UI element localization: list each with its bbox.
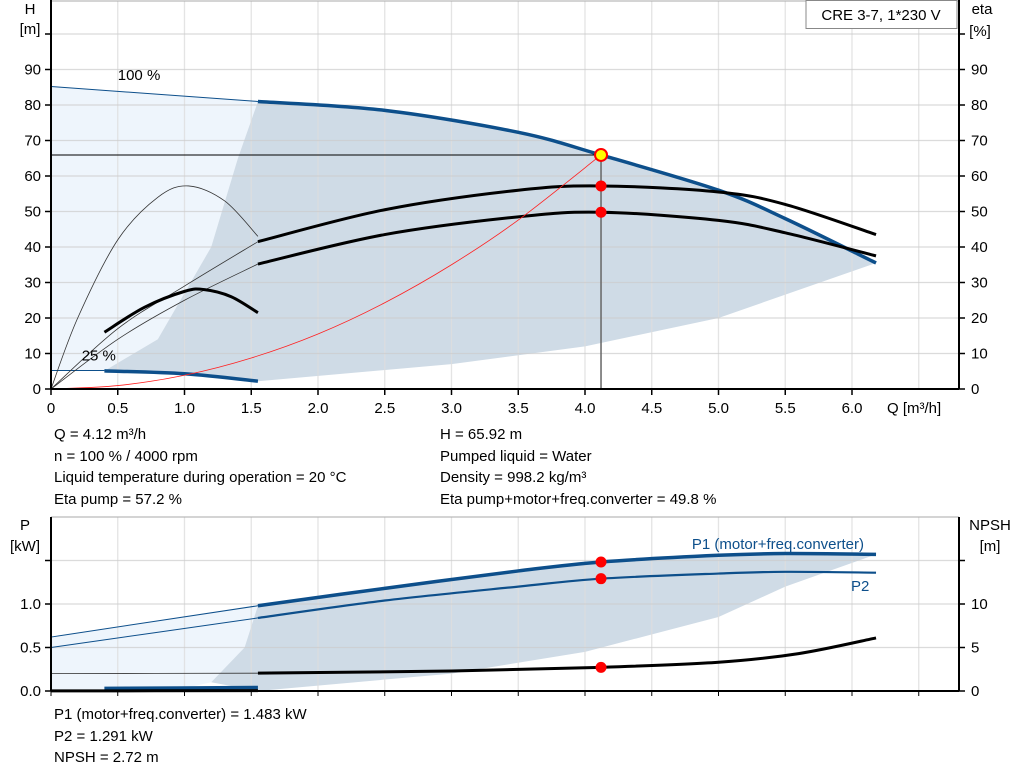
- operating-area: [104, 101, 877, 382]
- x-tick-label: 3.5: [508, 400, 529, 417]
- info-upper-right: H = 65.92 m Pumped liquid = Water Densit…: [440, 424, 716, 510]
- x-tick-label: 2.5: [374, 400, 395, 417]
- x-axis-label: Q [m³/h]: [887, 400, 941, 417]
- curve-eta-total-ext: [50, 263, 259, 390]
- y-tick-label-left: 0: [33, 381, 41, 398]
- operating-area-light: [51, 605, 258, 691]
- y-tick-label-right: 70: [971, 133, 988, 150]
- eta-marker: [595, 206, 607, 218]
- curve-eta-pump-25-ext: [50, 185, 259, 390]
- y-tick-label-left: 20: [24, 310, 41, 327]
- y-tick-label-left: 30: [24, 275, 41, 292]
- x-tick-label: 5.0: [708, 400, 729, 417]
- npsh-tick-label: 5: [971, 640, 979, 657]
- power-marker: [595, 556, 607, 568]
- x-tick-label: 4.5: [641, 400, 662, 417]
- info-liquid: Pumped liquid = Water: [440, 447, 592, 465]
- curve-p2-ext: [50, 617, 258, 648]
- y-tick-label-right: 50: [971, 204, 988, 221]
- p-tick-label: 1.0: [20, 596, 41, 613]
- x-tick-label: 1.0: [174, 400, 195, 417]
- x-tick-label: 0: [47, 400, 55, 417]
- x-tick-label: 3.0: [441, 400, 462, 417]
- info-npsh: NPSH = 2.72 m: [54, 749, 159, 766]
- y-axis-label-right: eta: [972, 1, 994, 18]
- curve-eta-pump-25: [103, 287, 259, 334]
- curve-qh-100-ext: [50, 86, 258, 102]
- curve-qh-25: [104, 369, 259, 383]
- power-marker: [595, 573, 607, 585]
- y-tick-label-right: 10: [971, 346, 988, 363]
- y-tick-label-right: 40: [971, 239, 988, 256]
- p-tick-label: 0.5: [20, 640, 41, 657]
- y-tick-label-left: 40: [24, 239, 41, 256]
- y-tick-label-right: 30: [971, 275, 988, 292]
- npsh-tick-label: 0: [971, 683, 979, 700]
- power-marker: [595, 661, 607, 673]
- curve-p1-ext: [50, 605, 258, 638]
- speed-label: 25 %: [82, 348, 116, 365]
- operating-area-light: [51, 86, 258, 371]
- y-tick-label-right: 80: [971, 97, 988, 114]
- y-axis-label-left: H: [25, 1, 36, 18]
- curve-eta-total: [257, 210, 877, 266]
- curve-p2: [257, 570, 877, 620]
- info-temperature: Liquid temperature during operation = 20…: [54, 469, 347, 486]
- curve-eta-pump: [257, 184, 877, 244]
- x-tick-label: 4.0: [575, 400, 596, 417]
- info-eta-total: Eta pump+motor+freq.converter = 49.8 %: [440, 490, 717, 508]
- info-p1: P1 (motor+freq.converter) = 1.483 kW: [54, 706, 307, 723]
- npsh-axis-unit: [m]: [980, 538, 1001, 555]
- y-tick-label-right: 60: [971, 168, 988, 185]
- y-tick-label-left: 70: [24, 133, 41, 150]
- y-tick-label-left: 60: [24, 168, 41, 185]
- info-speed: n = 100 % / 4000 rpm: [54, 447, 198, 465]
- curve-p-25: [104, 685, 258, 691]
- x-tick-label: 2.0: [308, 400, 329, 417]
- y-tick-label-right: 20: [971, 310, 988, 327]
- eta-marker: [595, 180, 607, 192]
- curve-system-curve: [50, 154, 602, 390]
- info-lower: P1 (motor+freq.converter) = 1.483 kW P2 …: [54, 704, 307, 769]
- p-axis-unit: [kW]: [10, 538, 40, 555]
- p-axis-label: P: [20, 517, 30, 534]
- info-p2: P2 = 1.291 kW: [54, 727, 153, 745]
- npsh-axis-label: NPSH: [969, 517, 1011, 534]
- chart-title: CRE 3-7, 1*230 V: [821, 7, 940, 24]
- y-tick-label-left: 50: [24, 204, 41, 221]
- operating-area: [211, 553, 877, 691]
- speed-label: 100 %: [118, 67, 161, 84]
- y-tick-label-right: 0: [971, 381, 979, 398]
- y-tick-label-left: 90: [24, 62, 41, 79]
- legend-box: [805, 0, 958, 29]
- info-flow: Q = 4.12 m³/h: [54, 426, 147, 443]
- curve-p1: [257, 551, 877, 608]
- info-eta-pump: Eta pump = 57.2 %: [54, 490, 182, 508]
- p1-series-label: P1 (motor+freq.converter): [692, 536, 864, 553]
- y-tick-label-right: 90: [971, 62, 988, 79]
- x-tick-label: 5.5: [775, 400, 796, 417]
- p2-series-label: P2: [851, 578, 869, 595]
- y-tick-label-left: 10: [24, 346, 41, 363]
- npsh-tick-label: 10: [971, 596, 988, 613]
- x-tick-label: 0.5: [107, 400, 128, 417]
- y-axis-unit-right: [%]: [969, 23, 991, 40]
- duty-point-marker: [594, 147, 609, 162]
- info-density: Density = 998.2 kg/m³: [440, 469, 587, 486]
- y-tick-label-left: 80: [24, 97, 41, 114]
- p-tick-label: 0.0: [20, 683, 41, 700]
- x-tick-label: 1.5: [241, 400, 262, 417]
- curve-eta-pump-ext: [50, 241, 259, 390]
- y-axis-unit-left: [m]: [20, 21, 41, 38]
- curve-npsh: [257, 636, 877, 675]
- info-upper-left: Q = 4.12 m³/h n = 100 % / 4000 rpm Liqui…: [54, 424, 346, 510]
- x-tick-label: 6.0: [842, 400, 863, 417]
- info-head: H = 65.92 m: [440, 426, 523, 443]
